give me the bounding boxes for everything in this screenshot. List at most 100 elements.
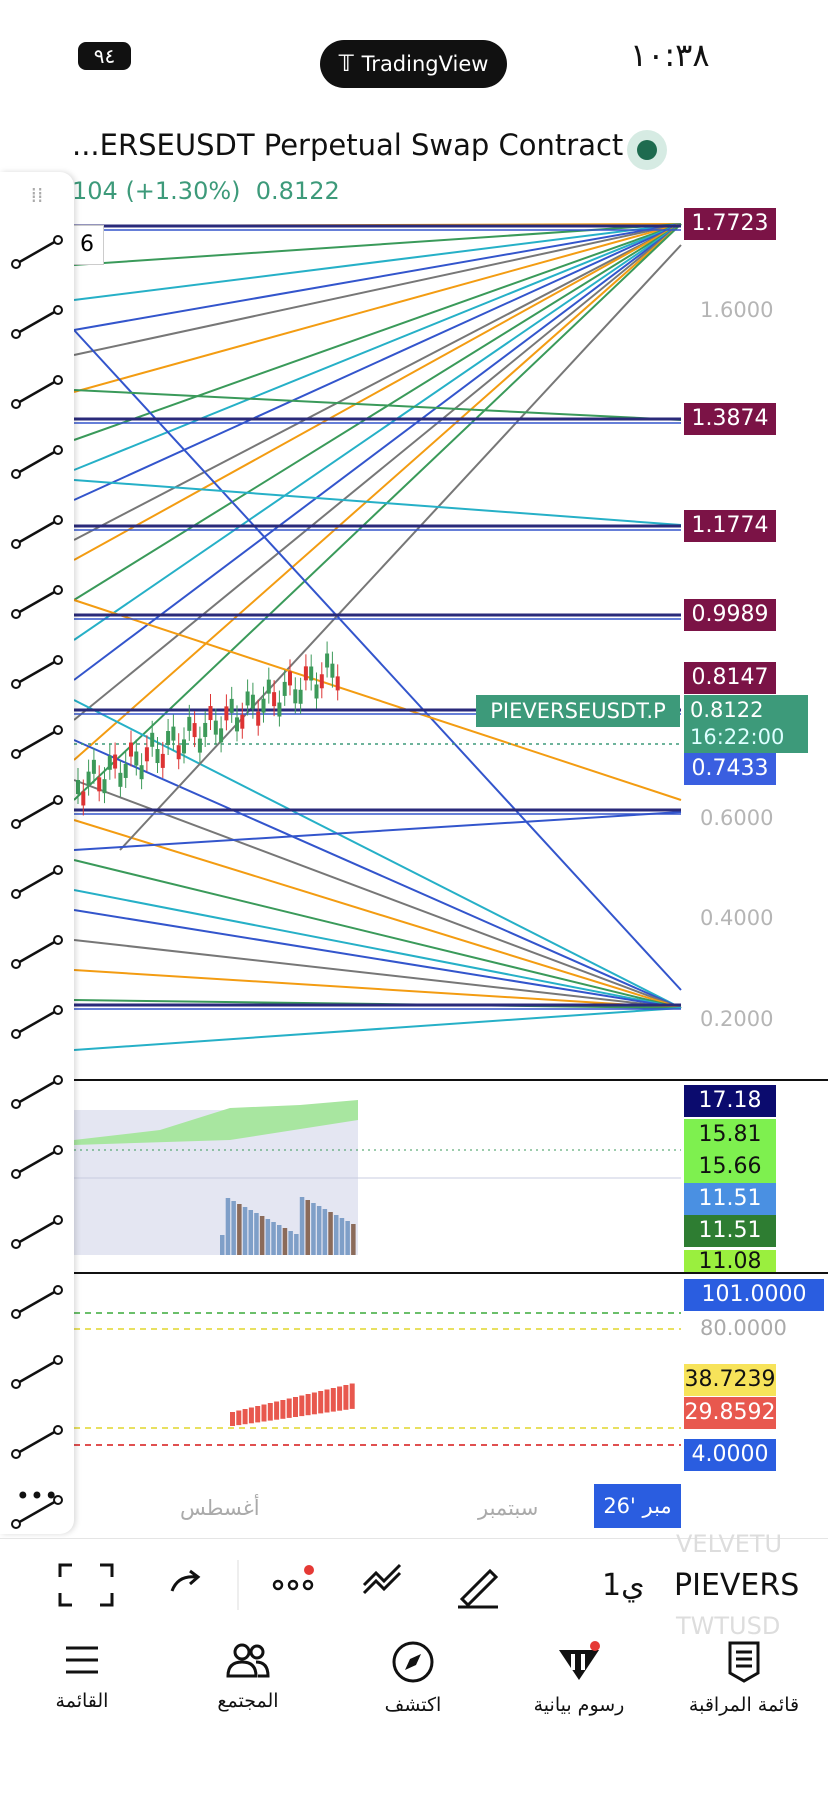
indicator-label: 15.66 <box>684 1151 776 1183</box>
candle <box>272 692 277 707</box>
price-label: 1.1774 <box>684 510 776 542</box>
candle <box>288 671 292 686</box>
candle <box>123 763 128 778</box>
volume-bar <box>305 1200 310 1255</box>
oscillator-bar <box>261 1404 267 1422</box>
fan-line <box>73 969 682 1009</box>
candle <box>298 689 303 704</box>
indicator-label: 101.0000 <box>684 1279 824 1311</box>
volume-bar <box>242 1207 248 1255</box>
nav-charts[interactable]: رسوم بيانية <box>504 1640 654 1716</box>
candle <box>325 653 330 668</box>
symbol-price-tag: PIEVERSEUSDT.P <box>476 695 680 727</box>
candle <box>129 742 133 757</box>
tool-icon <box>53 1425 63 1435</box>
candle <box>245 691 250 706</box>
battery: ٩٤ <box>78 42 131 70</box>
price-label: 0.7433 <box>684 753 776 785</box>
fan-line <box>73 889 682 1009</box>
market-status[interactable] <box>627 130 667 170</box>
volume-bar <box>259 1216 265 1255</box>
volume-bar <box>271 1222 276 1255</box>
app-pill[interactable]: 𝕋 TradingView <box>320 40 507 88</box>
tool-icon <box>15 1288 59 1316</box>
countdown: 16:22:00 <box>690 725 785 749</box>
fan-line <box>73 1007 682 1051</box>
indicator-label: 4.0000 <box>684 1439 776 1471</box>
volume-bar <box>294 1234 299 1255</box>
more-tools: ••• <box>16 1482 58 1510</box>
indicator-label: 15.81 <box>684 1119 776 1151</box>
price-axis-label: 0.4000 <box>700 906 774 930</box>
candle <box>261 698 266 713</box>
oscillator-bar <box>230 1412 235 1426</box>
candle <box>134 751 139 766</box>
tool-icon <box>15 798 59 826</box>
tool-icon <box>53 935 63 945</box>
nav-community[interactable]: المجتمع <box>173 1640 323 1712</box>
oscillator-bar <box>343 1385 349 1410</box>
candle <box>282 681 287 696</box>
candle <box>171 726 176 741</box>
fan-line <box>73 939 682 1009</box>
tool-icon <box>15 938 59 966</box>
more-icon[interactable] <box>272 1579 314 1591</box>
tool-icon <box>11 819 21 829</box>
interval-button[interactable]: 1ي <box>602 1568 645 1603</box>
candle <box>155 749 160 764</box>
tool-icon <box>11 959 21 969</box>
indicator-label: 29.8592 <box>684 1397 776 1429</box>
tool-icon <box>53 235 63 245</box>
candle <box>102 779 107 794</box>
interval-box[interactable]: 6 <box>70 225 104 265</box>
last-price: 0.8122 <box>255 177 340 205</box>
tool-icon <box>11 1449 21 1459</box>
tool-icon <box>15 1428 59 1456</box>
candle <box>293 689 298 704</box>
draw-icon[interactable] <box>458 1568 499 1609</box>
oscillator-bar <box>337 1386 343 1411</box>
fan-line <box>73 223 682 641</box>
tool-icon <box>11 539 21 549</box>
fan-line <box>73 223 682 501</box>
candle <box>192 723 197 738</box>
trend-line <box>73 479 682 526</box>
watchlist-next[interactable]: TWTUSD <box>676 1612 781 1640</box>
nav-label: المجتمع <box>217 1690 279 1712</box>
tool-icon <box>15 1078 59 1106</box>
nav-watchlist[interactable]: قائمة المراقبة <box>669 1640 819 1716</box>
tool-icon <box>53 1005 63 1015</box>
time-axis-label: سبتمبر <box>478 1496 539 1520</box>
candle <box>86 771 91 786</box>
fullscreen-icon[interactable] <box>58 1563 114 1607</box>
symbol-title[interactable]: ...ERSEUSDT Perpetual Swap Contract <box>72 128 624 162</box>
tool-icon <box>11 1519 21 1529</box>
trend-line <box>119 244 682 851</box>
tool-icon <box>53 1355 63 1365</box>
fan-line <box>73 223 682 761</box>
tool-icon <box>53 515 63 525</box>
candle <box>76 780 80 794</box>
tool-icon <box>53 585 63 595</box>
tool-icon <box>53 1215 63 1225</box>
tool-icon <box>11 1379 21 1389</box>
indicator-label: 11.51 <box>684 1215 776 1247</box>
time-axis-label: أغسطس <box>180 1496 260 1520</box>
notification-dot <box>304 1565 314 1575</box>
trend-line <box>73 389 682 421</box>
fan-line <box>73 223 682 301</box>
redo-icon[interactable] <box>170 1569 201 1592</box>
price-label: 1.7723 <box>684 208 776 240</box>
oscillator-bar <box>330 1388 336 1412</box>
candle <box>197 738 202 753</box>
candle <box>256 711 261 726</box>
price-label: 1.3874 <box>684 403 776 435</box>
watchlist-prev[interactable]: VELVETU <box>676 1530 783 1558</box>
nav-explore[interactable]: اكتشف <box>338 1640 488 1716</box>
nav-menu[interactable]: القائمة <box>7 1640 157 1712</box>
price-axis-label: 1.6000 <box>700 298 774 322</box>
toolbar-symbol[interactable]: PIEVERS <box>674 1568 800 1603</box>
indicators-icon[interactable] <box>362 1563 402 1595</box>
volume-bar <box>254 1213 259 1255</box>
candle <box>224 706 229 721</box>
